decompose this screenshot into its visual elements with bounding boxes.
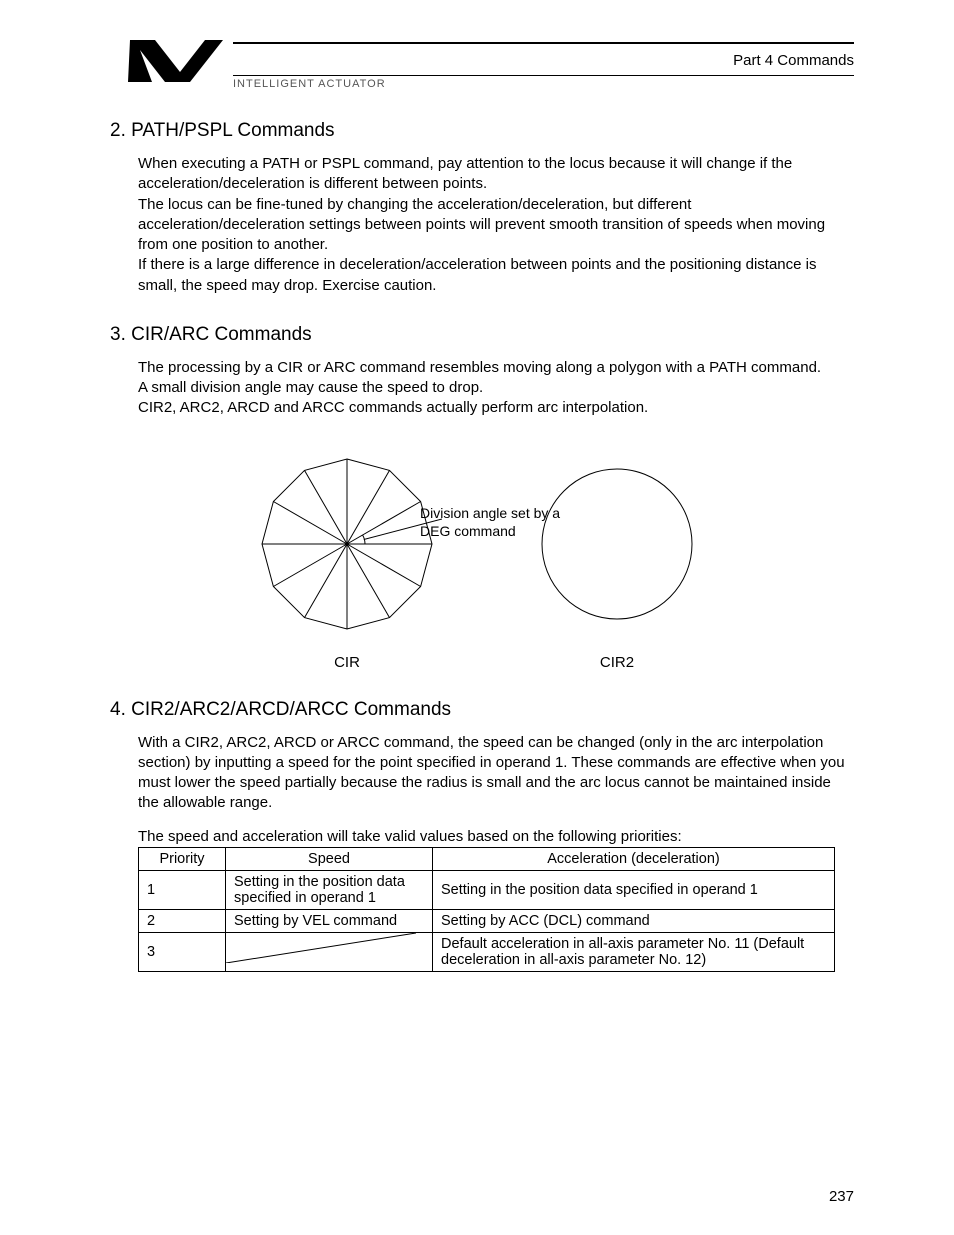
brand-logo [110,30,225,90]
cell-speed-2: Setting by VEL command [226,909,433,932]
page: Part 4 Commands INTELLIGENT ACTUATOR 2. … [0,0,954,1235]
cell-speed-3-empty [226,932,433,971]
cell-priority-3: 3 [139,932,226,971]
circle-diagram [522,449,712,639]
cell-accel-2: Setting by ACC (DCL) command [433,909,835,932]
deg-label-line2: DEG command [420,523,516,539]
table-row: 1 Setting in the position data specified… [139,870,835,909]
header-rule-bottom [233,75,854,76]
header-right: Part 4 Commands INTELLIGENT ACTUATOR [233,42,854,90]
section-3-p1: The processing by a CIR or ARC command r… [138,358,854,378]
cell-accel-3: Default acceleration in all-axis paramet… [433,932,835,971]
cell-priority-2: 2 [139,909,226,932]
priority-table: Priority Speed Acceleration (deceleratio… [138,847,835,972]
section-2-p2: The locus can be fine-tuned by changing … [138,195,854,256]
table-row: 3 Default acceleration in all-axis param… [139,932,835,971]
table-header-row: Priority Speed Acceleration (deceleratio… [139,847,835,870]
section-4-body: With a CIR2, ARC2, ARCD or ARCC command,… [138,733,854,814]
th-priority: Priority [139,847,226,870]
section-3-p3: CIR2, ARC2, ARCD and ARCC commands actua… [138,398,854,418]
cell-accel-1: Setting in the position data specified i… [433,870,835,909]
section-2-title: 2. PATH/PSPL Commands [110,120,854,142]
page-header: Part 4 Commands INTELLIGENT ACTUATOR [110,30,854,90]
diagram-cir2: CIR2 [522,449,712,671]
polygon-diagram [252,449,442,639]
table-intro: The speed and acceleration will take val… [138,828,854,845]
section-3-title: 3. CIR/ARC Commands [110,324,854,346]
page-number: 237 [829,1188,854,1205]
header-rule-top [233,42,854,44]
section-4-title: 4. CIR2/ARC2/ARCD/ARCC Commands [110,699,854,721]
section-2-body: When executing a PATH or PSPL command, p… [138,154,854,296]
brand-text: INTELLIGENT ACTUATOR [233,78,854,90]
deg-label-line1: Division angle set by a [420,505,560,521]
th-speed: Speed [226,847,433,870]
diagram-row: CIR Division angle set by a DEG command … [110,449,854,671]
cell-priority-1: 1 [139,870,226,909]
deg-command-label: Division angle set by a DEG command [420,504,560,540]
section-2-p1: When executing a PATH or PSPL command, p… [138,154,854,195]
section-4-p1: With a CIR2, ARC2, ARCD or ARCC command,… [138,733,854,814]
caption-cir2: CIR2 [522,654,712,671]
caption-cir: CIR [252,654,442,671]
th-accel: Acceleration (deceleration) [433,847,835,870]
diagram-cir: CIR [252,449,442,671]
section-3-p2: A small division angle may cause the spe… [138,378,854,398]
section-2-p3: If there is a large difference in decele… [138,255,854,296]
header-part-label: Part 4 Commands [233,46,854,75]
cell-speed-1: Setting in the position data specified i… [226,870,433,909]
table-row: 2 Setting by VEL command Setting by ACC … [139,909,835,932]
section-3-body: The processing by a CIR or ARC command r… [138,358,854,419]
